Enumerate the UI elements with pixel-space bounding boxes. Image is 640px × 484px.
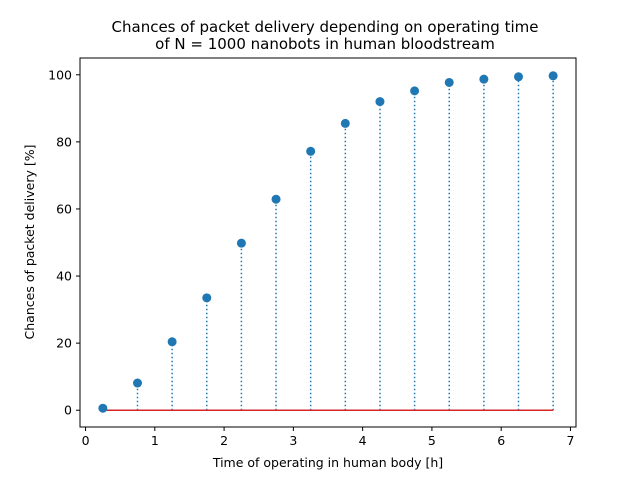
x-tick-label: 1 (151, 433, 159, 448)
x-tick-label: 3 (289, 433, 297, 448)
y-tick-label: 40 (56, 269, 72, 284)
data-point (236, 238, 246, 248)
chart-title-line-1: Chances of packet delivery depending on … (112, 18, 539, 36)
data-point (306, 146, 316, 156)
data-point (410, 86, 420, 96)
x-tick-label: 6 (497, 433, 505, 448)
plot-frame (79, 57, 577, 428)
x-axis-ticks: 0 1 2 3 4 5 6 7 (82, 427, 574, 448)
y-axis-ticks: 0 20 40 60 80 100 (48, 67, 80, 418)
data-point (514, 72, 524, 82)
data-point (167, 337, 177, 347)
x-tick-label: 0 (82, 433, 90, 448)
plot-area (79, 57, 577, 428)
data-point (548, 71, 558, 81)
y-tick-label: 0 (64, 403, 72, 418)
data-point (132, 378, 142, 388)
y-tick-label: 20 (56, 336, 72, 351)
data-point (340, 118, 350, 128)
data-point (98, 403, 108, 413)
x-tick-label: 5 (428, 433, 436, 448)
x-axis-label: Time of operating in human body [h] (212, 455, 443, 470)
y-tick-label: 80 (56, 134, 72, 149)
data-point (271, 194, 281, 204)
x-tick-label: 7 (566, 433, 574, 448)
x-tick-label: 2 (220, 433, 228, 448)
data-point (444, 77, 454, 87)
x-tick-label: 4 (359, 433, 367, 448)
data-point (202, 293, 212, 303)
y-tick-label: 60 (56, 201, 72, 216)
chart-title-line-2: of N = 1000 nanobots in human bloodstrea… (155, 35, 495, 53)
y-axis-label: Chances of packet delivery [%] (22, 145, 37, 340)
y-tick-label: 100 (48, 67, 72, 82)
stem-lines (102, 75, 554, 411)
data-markers (98, 71, 558, 413)
data-point (479, 74, 489, 84)
data-point (375, 97, 385, 107)
